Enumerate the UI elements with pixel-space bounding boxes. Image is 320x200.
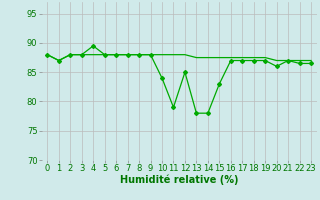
X-axis label: Humidité relative (%): Humidité relative (%) (120, 175, 238, 185)
